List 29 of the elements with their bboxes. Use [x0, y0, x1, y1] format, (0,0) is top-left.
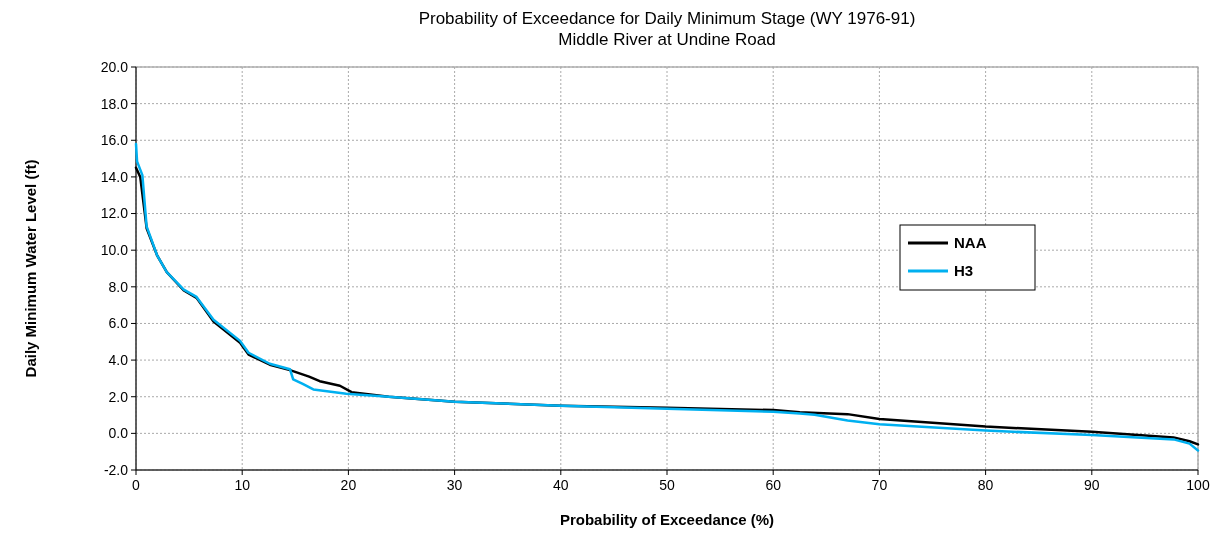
legend-label: NAA — [954, 234, 987, 252]
y-tick-label: 6.0 — [108, 315, 129, 332]
y-tick-label: 16.0 — [100, 132, 129, 149]
y-tick-label: 10.0 — [100, 242, 129, 259]
y-tick-label: 4.0 — [108, 351, 129, 368]
x-tick-label: 80 — [977, 477, 994, 493]
x-tick-label: 90 — [1084, 477, 1100, 493]
y-tick-label: 14.0 — [100, 168, 129, 185]
y-tick-label: 18.0 — [100, 95, 129, 112]
y-tick-label: 20.0 — [100, 58, 129, 75]
y-axis-title: Daily Minimum Water Level (ft) — [22, 159, 39, 378]
x-tick-label: 50 — [659, 477, 675, 493]
x-axis-title: Probability of Exceedance (%) — [559, 511, 775, 528]
x-tick-label: 10 — [234, 477, 251, 493]
x-tick-label: 20 — [340, 477, 357, 493]
x-tick-label: 70 — [871, 477, 888, 493]
x-tick-label: 60 — [765, 477, 782, 493]
y-tick-label: 2.0 — [108, 388, 129, 405]
chart-title: Probability of Exceedance for Daily Minimum Stage (WY 1976-91) — [418, 9, 916, 28]
y-tick-label: 0.0 — [108, 425, 129, 442]
legend-label: H3 — [954, 262, 974, 280]
y-tick-label: 8.0 — [108, 278, 129, 295]
y-tick-label: 12.0 — [100, 205, 129, 222]
x-tick-label: 40 — [553, 477, 569, 493]
y-tick-label: -2.0 — [103, 461, 129, 478]
x-tick-label: 100 — [1186, 477, 1210, 493]
chart-subtitle: Middle River at Undine Road — [558, 30, 776, 49]
x-tick-label: 0 — [132, 477, 141, 493]
x-tick-label: 30 — [446, 477, 463, 493]
